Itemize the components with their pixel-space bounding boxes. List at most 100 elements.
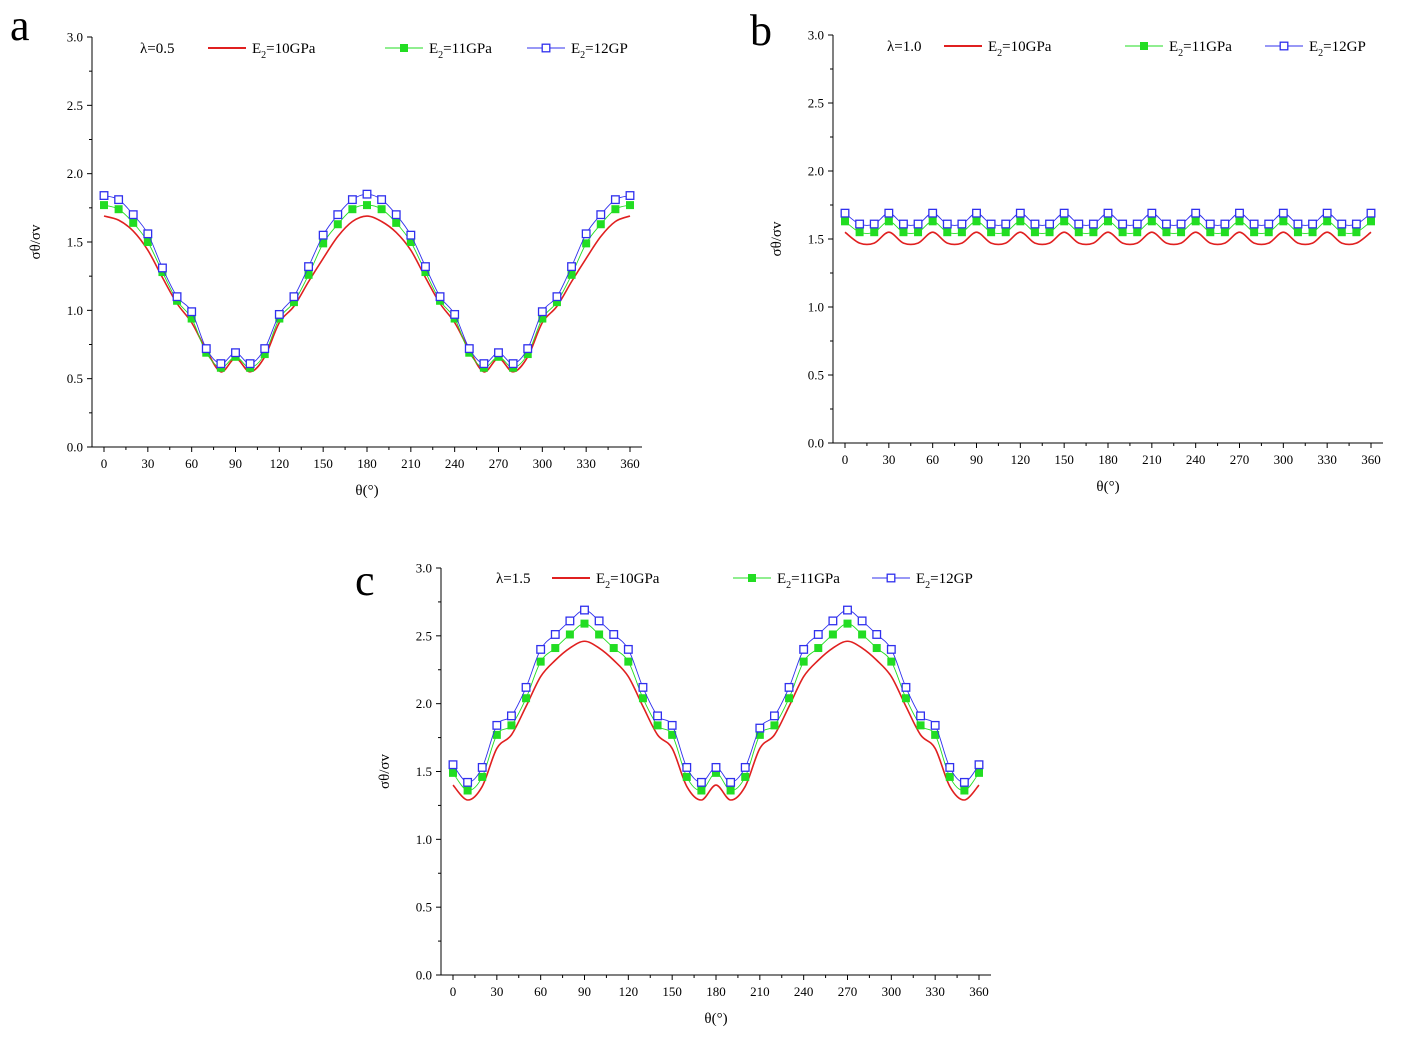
data-point [1293, 219, 1303, 229]
data-point [1176, 219, 1186, 229]
legend-entry-main: E [1309, 39, 1318, 55]
data-point [187, 307, 197, 317]
data-point [1264, 219, 1274, 229]
x-tick-label: 0 [450, 984, 457, 999]
legend: λ=1.5 E2=10GPa E2=11GPa E2=12GP [496, 571, 973, 591]
data-point [930, 720, 940, 730]
data-point [901, 682, 911, 692]
data-point [1366, 208, 1376, 218]
data-point [348, 205, 357, 214]
data-point [653, 711, 663, 721]
data-point [274, 309, 284, 319]
legend-lambda-label: λ=1.0 [887, 39, 921, 55]
data-point [1191, 217, 1200, 226]
data-point [319, 239, 328, 248]
legend-entry-main: E [596, 571, 605, 587]
data-point [449, 768, 457, 777]
data-point [420, 262, 430, 272]
panel-c: c 0.0 0.5 1.0 1.5 2.0 2.5 3.0 0 30 60 90 120 150 180 21… [355, 556, 991, 1027]
x-tick-label: 360 [1361, 452, 1381, 467]
data-point [884, 217, 893, 226]
x-tick-label: 210 [750, 984, 770, 999]
legend-entry-label: E2=11GPa [1169, 39, 1232, 59]
data-point [1030, 228, 1039, 237]
legend-entry-label: E2=10GPa [252, 41, 316, 61]
y-tick-label: 1.5 [416, 764, 432, 779]
data-point [536, 657, 545, 666]
data-point [1278, 208, 1288, 218]
y-axis-label: σθ/σv [769, 221, 785, 257]
data-point [523, 350, 532, 359]
data-point [899, 228, 908, 237]
series-E2=12GP [448, 605, 984, 787]
data-point [855, 219, 865, 229]
y-tick-label: 3.0 [67, 30, 83, 45]
data-point [843, 605, 852, 615]
panel-b: b 0.0 0.5 1.0 1.5 2.0 2.5 3.0 0 30 60 90 120 150 180 21… [750, 6, 1383, 495]
legend-marker [541, 43, 551, 53]
panel-letter: b [750, 6, 772, 55]
data-point [1220, 219, 1230, 229]
data-point [858, 630, 867, 639]
series-line [452, 640, 980, 801]
data-point [840, 208, 850, 218]
data-point [581, 229, 591, 239]
data-point [785, 694, 794, 703]
data-point [596, 220, 605, 229]
x-axis-label: θ(°) [355, 483, 378, 499]
series-E2=11GPa [449, 619, 983, 795]
legend-entry-label: E2=12GP [1309, 39, 1366, 59]
data-point [463, 786, 472, 795]
data-point [870, 228, 879, 237]
data-point [567, 270, 576, 279]
data-point [1162, 228, 1171, 237]
data-point [245, 359, 255, 369]
legend-entry-rest: =10GPa [1002, 39, 1052, 55]
x-tick-label: 300 [882, 984, 902, 999]
data-point [506, 711, 516, 721]
x-tick-label: 180 [706, 984, 726, 999]
x-tick-label: 150 [1054, 452, 1074, 467]
y-tick-label: 2.5 [416, 628, 432, 643]
data-point [857, 616, 867, 626]
legend-lambda-label: λ=1.5 [496, 571, 530, 587]
data-point [1074, 219, 1084, 229]
data-point [1235, 208, 1244, 218]
data-point [1030, 219, 1040, 229]
legend-entry-label: E2=12GP [916, 571, 973, 591]
y-tick-label: 0.0 [416, 968, 432, 983]
data-point [521, 682, 531, 692]
data-point [623, 644, 633, 654]
data-point [957, 228, 966, 237]
data-point [741, 772, 750, 781]
data-point [1206, 228, 1215, 237]
data-point [1132, 219, 1142, 229]
data-point [1250, 228, 1259, 237]
data-point [478, 772, 487, 781]
x-tick-label: 360 [620, 456, 640, 471]
x-axis-label: θ(°) [704, 1011, 727, 1027]
x-tick-label: 90 [578, 984, 591, 999]
data-point [726, 786, 735, 795]
data-point [667, 720, 677, 730]
data-point [974, 760, 984, 770]
data-point [1293, 228, 1302, 237]
data-point [333, 210, 343, 220]
x-tick-label: 120 [619, 984, 639, 999]
data-point [552, 292, 562, 302]
data-point [1220, 228, 1229, 237]
data-point [769, 711, 779, 721]
data-point [1118, 219, 1128, 229]
data-point [898, 219, 908, 229]
data-point [828, 616, 838, 626]
data-point [1118, 228, 1127, 237]
data-point [1177, 228, 1186, 237]
data-point [869, 219, 879, 229]
data-point [1337, 219, 1347, 229]
data-point [624, 657, 633, 666]
legend-marker [886, 573, 896, 583]
y-tick-label: 1.0 [67, 303, 83, 318]
data-point [392, 218, 401, 227]
legend-marker [1140, 42, 1148, 50]
data-point [1045, 228, 1054, 237]
